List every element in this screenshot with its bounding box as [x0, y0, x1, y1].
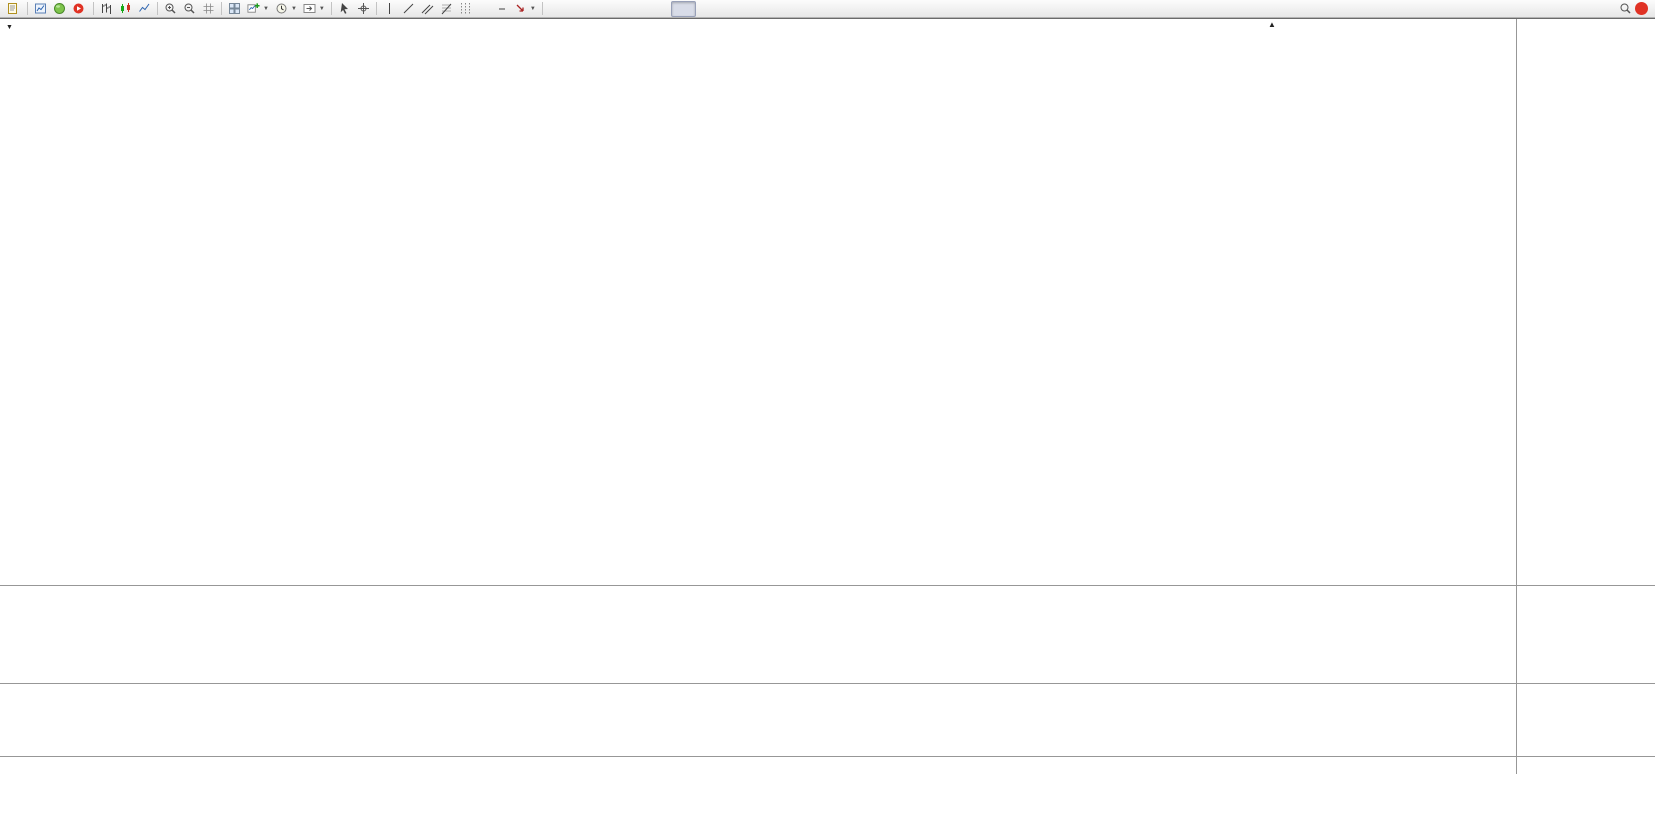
data-window-button[interactable]	[50, 1, 69, 17]
zoom-out-icon	[183, 2, 196, 15]
macd-panel	[0, 585, 1655, 683]
arrows-tool-button[interactable]: ▼	[511, 1, 539, 17]
separator	[27, 2, 28, 15]
separator	[221, 2, 222, 15]
timeframe-m30-button[interactable]	[621, 1, 646, 17]
zoom-out-button[interactable]	[180, 1, 199, 17]
separator	[93, 2, 94, 15]
new-chart-button[interactable]: ▼	[244, 1, 272, 17]
cursor-icon	[338, 2, 351, 15]
timeframe-m5-button[interactable]	[571, 1, 596, 17]
vertical-line-icon	[383, 2, 396, 15]
timeframe-mn-button[interactable]	[746, 1, 771, 17]
main-chart-plot[interactable]: ▲	[0, 19, 1516, 585]
fibonacci-icon	[440, 2, 453, 15]
macd-plot[interactable]	[0, 586, 1516, 683]
candlestick-chart-icon	[119, 2, 132, 15]
dropdown-arrow-icon: ▼	[529, 5, 536, 12]
auto-trading-button[interactable]	[69, 1, 90, 17]
chart-shift-icon	[303, 2, 316, 15]
separator	[330, 2, 332, 15]
bar-chart-icon	[100, 2, 113, 15]
chart-window-icon	[34, 2, 47, 15]
tile-windows-button[interactable]	[225, 1, 244, 17]
cycle-lines-button[interactable]	[456, 1, 475, 17]
timeframe-h1-button[interactable]	[646, 1, 671, 17]
chart-header: ▼	[6, 24, 38, 31]
rsi-plot[interactable]	[0, 684, 1516, 756]
vertical-line-button[interactable]	[380, 1, 399, 17]
grid-button[interactable]	[199, 1, 218, 17]
search-button[interactable]	[1616, 1, 1635, 17]
chart-workspace: ▲ ▼	[0, 18, 1655, 774]
tile-windows-icon	[228, 2, 241, 15]
charts-button[interactable]	[31, 1, 50, 17]
separator	[375, 2, 377, 15]
candlestick-chart[interactable]	[0, 19, 1516, 586]
crosshair-button[interactable]	[354, 1, 373, 17]
new-chart-icon	[247, 2, 260, 15]
timeframe-d1-button[interactable]	[696, 1, 721, 17]
time-axis-labels[interactable]	[0, 757, 1516, 774]
zoom-in-icon	[164, 2, 177, 15]
label-tool-button[interactable]	[493, 1, 511, 17]
new-order-icon	[6, 2, 19, 15]
bar-chart-button[interactable]	[97, 1, 116, 17]
main-chart-panel: ▲ ▼	[0, 18, 1655, 585]
timeframe-m1-button[interactable]	[546, 1, 571, 17]
line-chart-button[interactable]	[135, 1, 154, 17]
time-axis[interactable]	[0, 756, 1655, 774]
auto-scroll-button[interactable]: ▼	[272, 1, 300, 17]
time-axis-corner	[1516, 757, 1655, 774]
timeframe-m15-button[interactable]	[596, 1, 621, 17]
text-tool-button[interactable]	[475, 1, 493, 17]
line-chart-icon	[138, 2, 151, 15]
zoom-in-button[interactable]	[161, 1, 180, 17]
notification-badge[interactable]	[1635, 2, 1648, 15]
trendline-button[interactable]	[399, 1, 418, 17]
rsi-axis[interactable]	[1516, 684, 1655, 756]
data-window-icon	[53, 2, 66, 15]
toolbar: ▼ ▼ ▼ ▼	[0, 0, 1655, 18]
fibonacci-button[interactable]	[437, 1, 456, 17]
trendline-icon	[402, 2, 415, 15]
rsi-chart[interactable]	[0, 684, 1516, 757]
grid-icon	[202, 2, 215, 15]
dropdown-arrow-icon: ▼	[263, 5, 269, 12]
equidistant-channel-icon	[421, 2, 434, 15]
separator	[541, 2, 543, 15]
macd-chart[interactable]	[0, 586, 1516, 684]
collapse-icon[interactable]: ▼	[6, 24, 13, 31]
timeframe-w1-button[interactable]	[721, 1, 746, 17]
separator	[157, 2, 158, 15]
timeframe-h4-button[interactable]	[670, 0, 696, 17]
chart-shift-button[interactable]: ▼	[300, 1, 328, 17]
chart-shift-marker[interactable]: ▲	[1268, 20, 1276, 29]
rsi-panel	[0, 683, 1655, 756]
dropdown-arrow-icon: ▼	[318, 5, 325, 12]
new-order-button[interactable]	[3, 1, 24, 17]
cursor-button[interactable]	[335, 1, 354, 17]
clock-icon	[275, 2, 288, 15]
candlestick-chart-button[interactable]	[116, 1, 135, 17]
macd-axis[interactable]	[1516, 586, 1655, 683]
crosshair-icon	[357, 2, 370, 15]
cycle-lines-icon	[459, 2, 472, 15]
dropdown-arrow-icon: ▼	[290, 5, 297, 12]
price-axis[interactable]	[1516, 19, 1655, 585]
text-label-icon	[498, 7, 505, 10]
channel-button[interactable]	[418, 1, 437, 17]
auto-trading-icon	[72, 2, 85, 15]
search-icon	[1619, 2, 1632, 15]
arrow-tool-icon	[514, 2, 527, 15]
